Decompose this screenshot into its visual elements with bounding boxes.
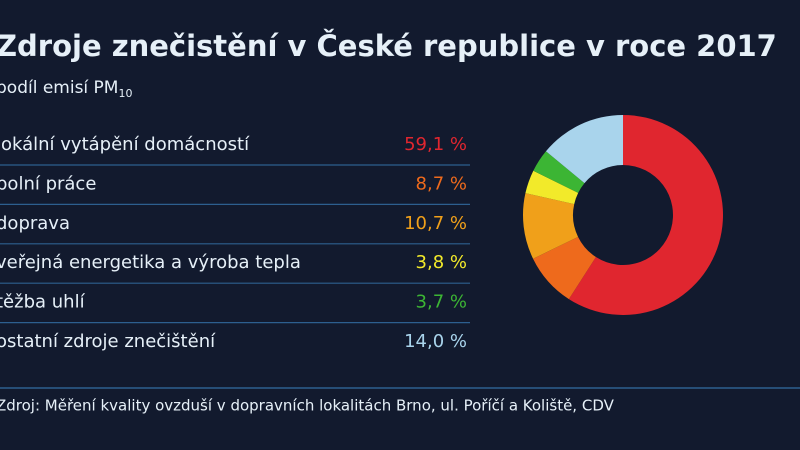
subtitle-subscript: 10: [118, 87, 132, 100]
chart-subtitle: podíl emisí PM10: [0, 78, 132, 100]
donut-slice: [523, 193, 579, 259]
value-label: 10,7 %: [404, 213, 467, 234]
legend-label: polní práce: [0, 173, 96, 194]
legend-label: lokální vytápění domácností: [0, 134, 250, 155]
source: Zdroj: Měření kvality ovzduší v dopravní…: [0, 397, 615, 415]
value-label: 14,0 %: [404, 331, 467, 352]
legend-label: veřejná energetika a výroba tepla: [0, 252, 301, 273]
donut-slice: [525, 170, 579, 205]
legend-label: těžba uhlí: [0, 292, 86, 313]
value-label: 59,1 %: [404, 134, 467, 155]
value-label: 3,8 %: [416, 252, 467, 273]
donut-slice: [533, 236, 596, 300]
legend-label: ostatní zdroje znečištění: [0, 331, 216, 352]
chart-title: Zdroje znečistění v České republice v ro…: [0, 29, 777, 63]
donut-slice: [533, 151, 585, 193]
donut-slice: [545, 115, 623, 184]
value-label: 8,7 %: [416, 173, 467, 194]
value-label: 3,7 %: [416, 292, 467, 313]
subtitle-text: podíl emisí PM: [0, 78, 118, 98]
donut-slice: [568, 115, 724, 315]
legend-label: doprava: [0, 213, 70, 234]
